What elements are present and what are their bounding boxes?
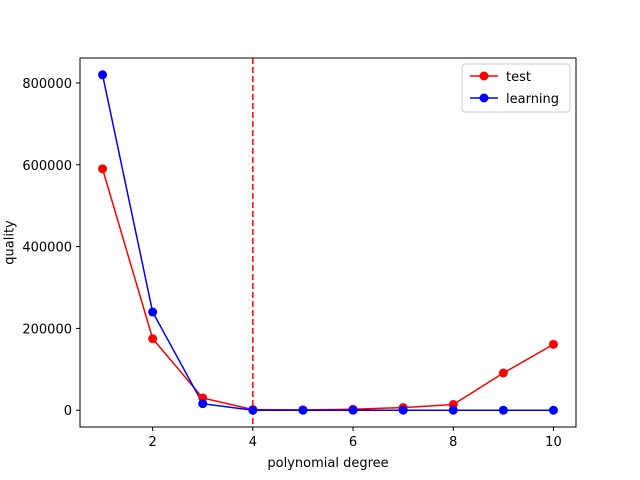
y-tick-label: 800000 [22,77,72,92]
x-tick-label: 4 [249,435,257,450]
y-axis-label: quality [3,220,18,265]
x-tick-label: 6 [349,435,357,450]
data-point-learning [98,70,108,80]
x-axis-label: polynomial degree [267,456,388,471]
y-tick-label: 400000 [22,241,72,256]
data-point-test [548,339,558,349]
data-point-learning [198,399,208,409]
plot-area [98,58,558,427]
x-axis: 2 4 6 8 10 [149,427,562,450]
x-tick-label: 8 [449,435,457,450]
axes-frame [79,57,577,428]
x-tick-label: 2 [149,435,157,450]
data-point-learning [248,405,258,415]
data-point-learning [548,405,558,415]
y-tick-label: 600000 [22,159,72,174]
data-point-test [148,334,158,344]
data-point-learning [148,307,158,317]
series-layer [98,58,558,427]
data-point-learning [398,405,408,415]
data-point-learning [448,405,458,415]
data-point-learning [498,405,508,415]
data-point-learning [348,405,358,415]
legend-label: test [506,70,531,85]
y-axis: 0 200000 400000 600000 800000 [22,77,80,419]
legend-marker [479,93,489,103]
y-tick-label: 0 [64,404,72,419]
series-line-learning [101,74,554,411]
data-point-learning [298,405,308,415]
legend-marker [479,71,489,81]
data-point-test [98,164,108,174]
legend: test learning [461,63,571,113]
data-point-test [498,368,508,378]
y-tick-label: 200000 [22,322,72,337]
x-tick-label: 10 [545,435,562,450]
legend-label: learning [506,92,559,107]
